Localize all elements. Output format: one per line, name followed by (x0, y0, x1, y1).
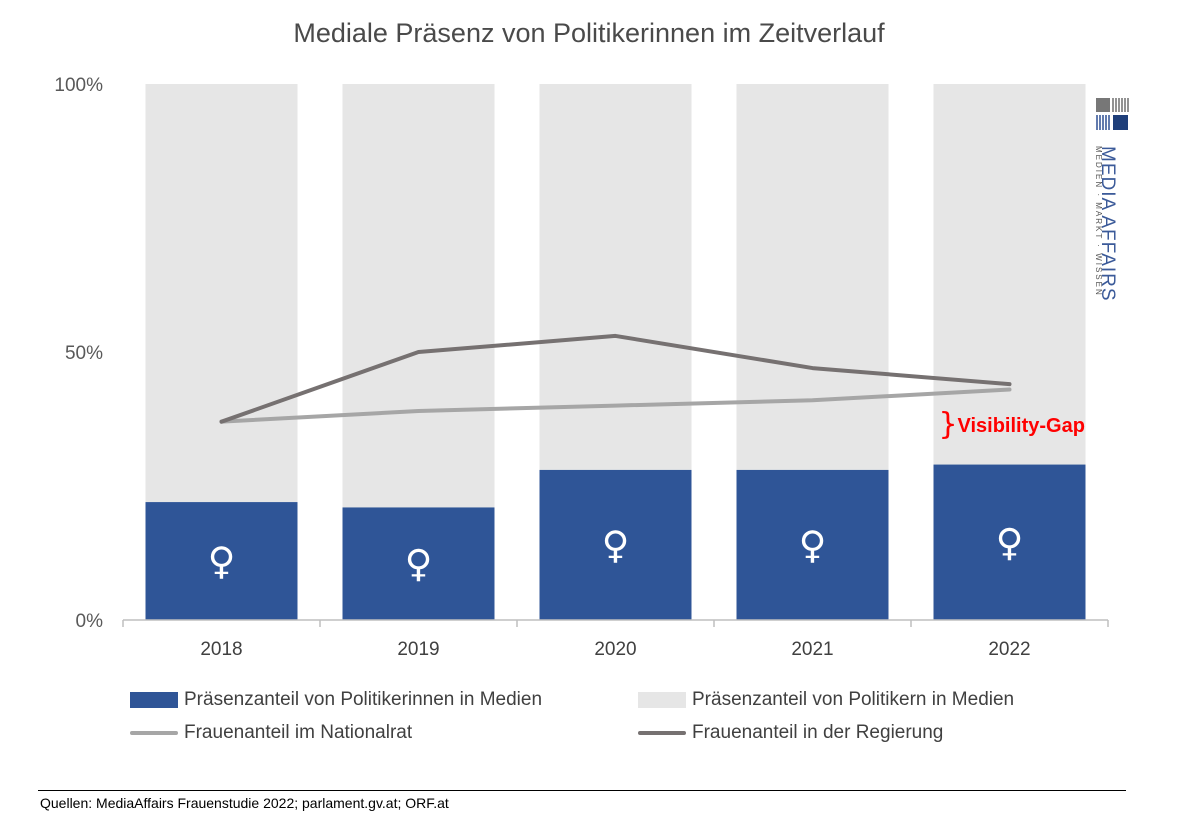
legend-item-politikern: Präsenzanteil von Politikern in Medien (638, 689, 1014, 711)
female-symbol-icon: ♀ (996, 520, 1024, 564)
legend-swatch-politikern (638, 692, 686, 708)
bar-politikerinnen-2021 (736, 469, 889, 620)
female-symbol-icon: ♀ (208, 539, 236, 583)
y-tick-label: 50% (65, 343, 103, 364)
legend-label-nationalrat: Frauenanteil im Nationalrat (184, 722, 413, 743)
source-divider (38, 790, 1126, 791)
legend-item-politikerinnen: Präsenzanteil von Politikerinnen in Medi… (130, 689, 542, 711)
bar-politikern-2020 (539, 84, 692, 470)
x-tick-label-2022: 2022 (988, 639, 1030, 660)
legend-swatch-politikerinnen (130, 692, 178, 708)
logo-tagline: MEDIEN · MARKT · WISSEN (1094, 146, 1103, 297)
female-symbol-icon: ♀ (602, 523, 630, 567)
bar-politikerinnen-2019 (342, 507, 495, 620)
x-tick-label-2021: 2021 (791, 639, 833, 660)
y-tick-label: 0% (76, 611, 104, 632)
legend-swatch-nationalrat (130, 731, 178, 735)
bar-politikerinnen-2018 (145, 502, 298, 620)
visibility-gap-brace-icon: } (939, 407, 958, 442)
x-tick-label-2018: 2018 (200, 639, 242, 660)
bar-politikern-2018 (145, 84, 298, 503)
y-tick-label: 100% (54, 75, 103, 96)
legend-item-regierung: Frauenanteil in der Regierung (638, 722, 943, 744)
female-symbol-icon: ♀ (405, 542, 433, 586)
chart-title: Mediale Präsenz von Politikerinnen im Ze… (293, 18, 885, 48)
bar-politikerinnen-2022 (933, 464, 1086, 620)
x-tick-label-2019: 2019 (397, 639, 439, 660)
bar-politikerinnen-2020 (539, 469, 692, 620)
legend-item-nationalrat: Frauenanteil im Nationalrat (130, 722, 412, 744)
legend-label-regierung: Frauenanteil in der Regierung (692, 722, 944, 743)
bar-politikern-2019 (342, 84, 495, 508)
media-affairs-logo (1094, 96, 1134, 137)
female-symbol-icon: ♀ (799, 523, 827, 567)
source-note: Quellen: MediaAffairs Frauenstudie 2022;… (40, 795, 449, 811)
bar-politikern-2022 (933, 84, 1086, 465)
logo-wordmark: MEDIA AFFAIRS (1097, 146, 1118, 302)
logo-mark-icon (1096, 98, 1129, 130)
legend-label-politikern: Präsenzanteil von Politikern in Medien (692, 689, 1015, 710)
visibility-gap-label: Visibility-Gap (958, 415, 1085, 437)
legend-swatch-regierung (638, 731, 686, 735)
legend-label-politikerinnen: Präsenzanteil von Politikerinnen in Medi… (184, 689, 543, 710)
bar-politikern-2021 (736, 84, 889, 470)
x-tick-label-2020: 2020 (594, 639, 636, 660)
